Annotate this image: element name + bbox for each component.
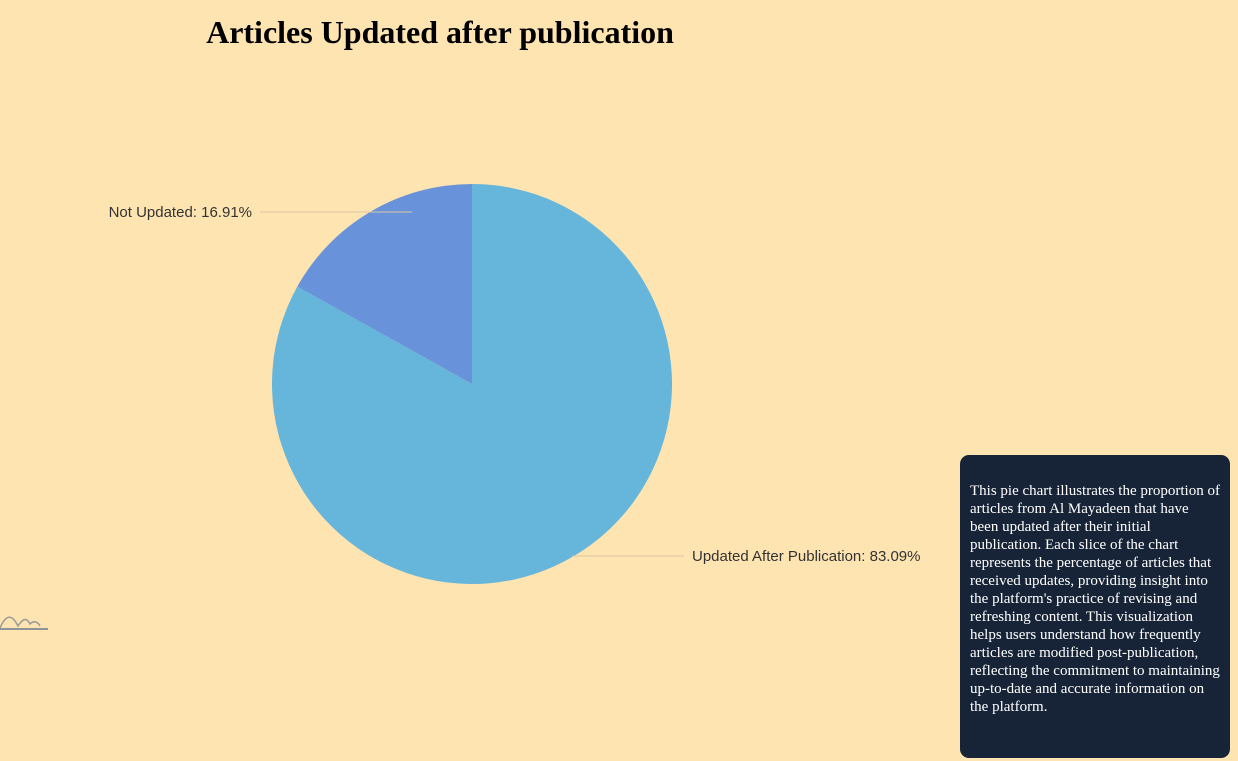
chart-description-text: This pie chart illustrates the proportio…: [970, 483, 1220, 715]
pie-slice-not-updated[interactable]: [297, 184, 472, 384]
slice-label: Not Updated: 16.91%: [109, 204, 252, 221]
pie-slice-updated-after-publication[interactable]: [272, 184, 673, 585]
wave-logo-icon: [0, 616, 48, 630]
slice-label: Updated After Publication: 83.09%: [692, 548, 921, 565]
page-title: Articles Updated after publication: [206, 14, 674, 50]
chart-description-tooltip: This pie chart illustrates the proportio…: [960, 455, 1230, 758]
